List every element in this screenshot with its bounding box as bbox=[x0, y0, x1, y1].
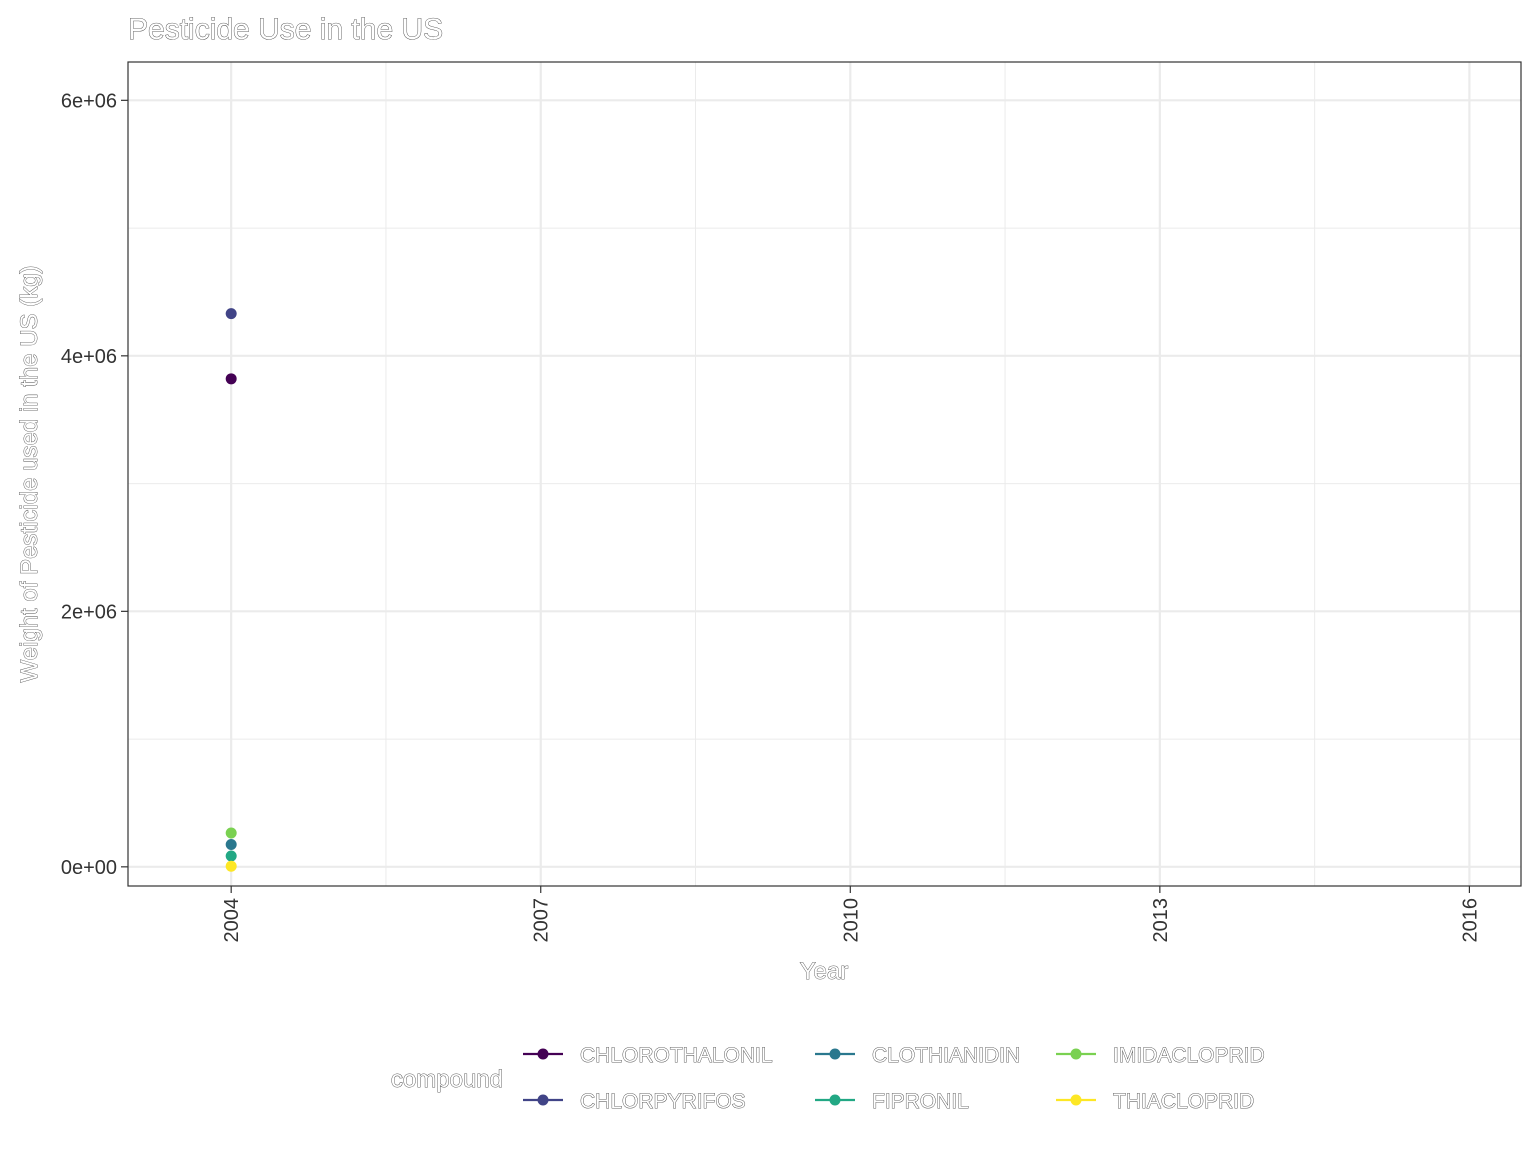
legend-label: CHLORPYRIFOS bbox=[580, 1090, 746, 1113]
y-tick-label: 2e+06 bbox=[61, 601, 117, 623]
point-chlorothalonil bbox=[225, 373, 237, 385]
legend-key-point bbox=[537, 1094, 549, 1106]
major-gridlines bbox=[128, 62, 1521, 886]
legend-label: FIPRONIL bbox=[872, 1090, 969, 1113]
legend-item-clothianidin: CLOTHIANIDIN bbox=[815, 1044, 1021, 1067]
plot-panel bbox=[128, 62, 1521, 886]
point-clothianidin bbox=[225, 838, 237, 850]
point-thiacloprid bbox=[225, 860, 237, 872]
x-axis-title: Year bbox=[800, 958, 849, 985]
legend-label: THIACLOPRID bbox=[1113, 1090, 1254, 1113]
x-tick-label: 2016 bbox=[1459, 898, 1481, 943]
y-tick-label: 6e+06 bbox=[61, 90, 117, 112]
x-tick-label: 2004 bbox=[221, 898, 243, 943]
x-tick-label: 2007 bbox=[531, 898, 553, 943]
legend-item-chlorothalonil: CHLOROTHALONIL bbox=[523, 1044, 773, 1067]
x-tick-label: 2010 bbox=[840, 898, 862, 943]
legend-key-point bbox=[1070, 1094, 1082, 1106]
legend-key-point bbox=[537, 1048, 549, 1060]
point-fipronil bbox=[225, 850, 237, 862]
y-tick-label: 0e+00 bbox=[61, 857, 117, 879]
legend-label: CLOTHIANIDIN bbox=[872, 1044, 1020, 1067]
legend-key-point bbox=[829, 1094, 841, 1106]
y-tick-label: 4e+06 bbox=[61, 346, 117, 368]
x-axis: 2004 2007 2010 2013 2016 bbox=[221, 886, 1481, 943]
data-points bbox=[225, 308, 237, 872]
legend-item-fipronil: FIPRONIL bbox=[815, 1090, 969, 1113]
legend-key-point bbox=[1070, 1048, 1082, 1060]
y-axis-title: Weight of Pesticide used in the US (kg) bbox=[16, 265, 43, 682]
legend-item-chlorpyrifos: CHLORPYRIFOS bbox=[523, 1090, 746, 1113]
chart-title: Pesticide Use in the US bbox=[128, 13, 443, 46]
legend-label: IMIDACLOPRID bbox=[1113, 1044, 1265, 1067]
legend-key-point bbox=[829, 1048, 841, 1060]
point-chlorpyrifos bbox=[225, 308, 237, 320]
x-tick-label: 2013 bbox=[1150, 898, 1172, 943]
point-imidacloprid bbox=[225, 827, 237, 839]
plot-border bbox=[127, 61, 1522, 887]
legend-item-imidacloprid: IMIDACLOPRID bbox=[1056, 1044, 1265, 1067]
legend-title: compound bbox=[391, 1066, 503, 1093]
minor-gridlines bbox=[128, 62, 1521, 886]
legend: compound CHLOROTHALONIL CHLORPYRIFOS CLOTH… bbox=[391, 1044, 1266, 1114]
y-axis: 0e+00 2e+06 4e+06 6e+06 bbox=[61, 90, 128, 879]
legend-label: CHLOROTHALONIL bbox=[580, 1044, 773, 1067]
legend-item-thiacloprid: THIACLOPRID bbox=[1056, 1090, 1255, 1113]
